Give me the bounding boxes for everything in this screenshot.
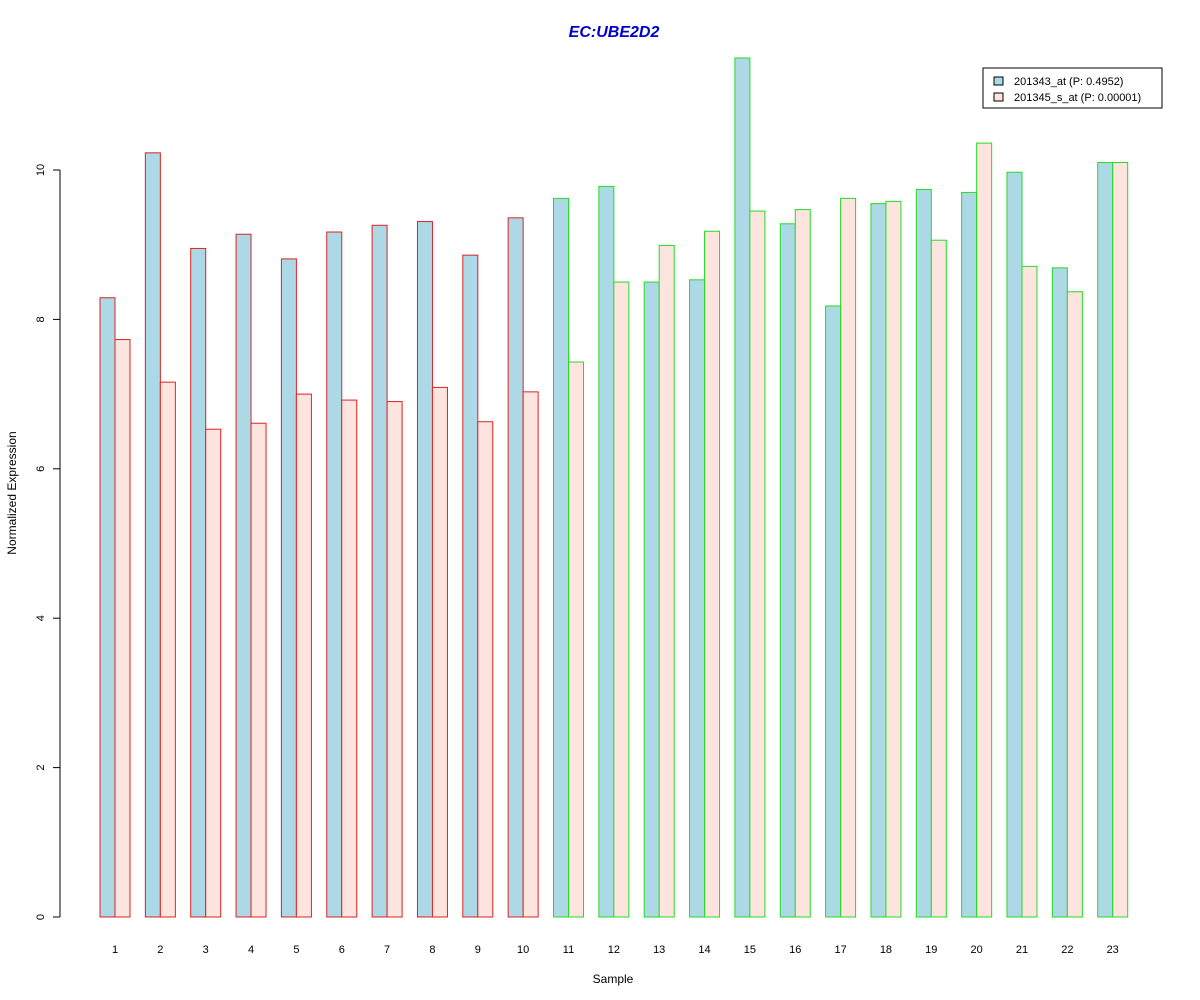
x-tick-label: 7 <box>384 944 390 956</box>
x-tick-label: 15 <box>744 944 756 956</box>
bar-series-1-15 <box>734 57 751 918</box>
bar-series-1-11 <box>553 197 569 918</box>
x-tick-label: 6 <box>339 944 345 956</box>
bar-series-2-13 <box>658 244 675 918</box>
chart-title: EC:UBE2D2 <box>569 24 660 41</box>
bars-group <box>99 57 1129 918</box>
bar-series-1-6 <box>326 231 343 918</box>
x-tick-label: 22 <box>1061 944 1073 956</box>
bar-series-1-18 <box>870 203 887 918</box>
bar-series-1-7 <box>371 224 388 918</box>
bar-series-2-3 <box>205 428 222 918</box>
bar-series-2-1 <box>114 339 131 918</box>
bar-series-1-16 <box>779 223 796 918</box>
bar-series-2-6 <box>341 399 358 918</box>
x-tick-label: 21 <box>1016 944 1028 956</box>
bar-series-1-8 <box>416 221 433 918</box>
bar-series-1-20 <box>961 191 978 918</box>
x-tick-label: 18 <box>880 944 892 956</box>
x-tick-label: 2 <box>157 944 163 956</box>
bar-series-1-23 <box>1097 162 1114 918</box>
legend-entry: 201345_s_at (P: 0.00001) <box>1014 92 1141 104</box>
legend: 201343_at (P: 0.4952) 201345_s_at (P: 0.0… <box>982 67 1163 109</box>
bar-series-1-17 <box>825 305 842 918</box>
bar-series-2-8 <box>431 386 448 918</box>
x-tick-label: 23 <box>1107 944 1119 956</box>
x-tick-label: 5 <box>293 944 299 956</box>
bar-series-1-2 <box>144 152 161 918</box>
bar-series-2-20 <box>976 142 993 918</box>
bar-series-1-22 <box>1051 267 1068 918</box>
bar-series-1-10 <box>507 217 524 918</box>
y-tick-label: 8 <box>35 316 47 322</box>
bar-series-1-14 <box>689 279 706 918</box>
x-tick-label: 11 <box>563 944 574 956</box>
bar-series-2-15 <box>749 210 766 918</box>
bar-series-2-5 <box>295 393 312 918</box>
x-tick-label: 13 <box>653 944 665 956</box>
x-tick-labels: 1 2 3 4 5 6 7 8 9 10 11 12 13 14 15 16 17 18 19 20 21 22 23 <box>112 944 1119 956</box>
bar-series-1-19 <box>915 188 932 918</box>
bar-series-2-22 <box>1066 291 1083 918</box>
x-tick-label: 8 <box>429 944 435 956</box>
x-tick-label: 10 <box>517 944 529 956</box>
bar-series-2-4 <box>250 422 267 918</box>
x-tick-label: 17 <box>834 944 846 956</box>
x-tick-label: 3 <box>203 944 209 956</box>
legend-entry: 201343_at (P: 0.4952) <box>1014 76 1123 88</box>
bar-series-2-19 <box>930 239 947 918</box>
x-tick-label: 12 <box>608 944 620 956</box>
bar-series-2-18 <box>885 200 902 918</box>
bar-series-2-7 <box>386 401 403 918</box>
bar-series-2-17 <box>840 197 857 918</box>
y-axis-label: Normalized Expression <box>5 431 19 554</box>
x-tick-label: 1 <box>112 944 118 956</box>
bar-series-2-11 <box>568 361 584 918</box>
x-tick-label: 4 <box>248 944 254 956</box>
x-tick-label: 19 <box>925 944 937 956</box>
bar-series-2-10 <box>522 391 539 918</box>
bar-series-2-2 <box>159 381 176 918</box>
bar-series-1-5 <box>280 258 297 918</box>
bar-series-1-1 <box>99 297 116 918</box>
bar-series-1-4 <box>235 233 252 918</box>
bar-series-2-16 <box>794 209 811 918</box>
x-axis-label: Sample <box>593 972 634 986</box>
y-tick-label: 4 <box>35 615 47 621</box>
x-tick-label: 20 <box>971 944 983 956</box>
bar-series-1-13 <box>643 281 660 918</box>
bar-series-2-23 <box>1112 162 1129 918</box>
x-tick-label: 9 <box>475 944 481 956</box>
bar-series-1-9 <box>462 254 479 918</box>
legend-swatch <box>993 92 1004 102</box>
bar-series-1-3 <box>190 247 207 918</box>
legend-swatch <box>993 76 1004 86</box>
y-tick-label: 0 <box>35 914 47 920</box>
bar-series-2-12 <box>613 281 630 918</box>
x-tick-label: 14 <box>698 944 710 956</box>
legend-box <box>982 67 1163 109</box>
y-tick-label: 6 <box>35 466 47 472</box>
bar-series-2-9 <box>477 421 494 918</box>
x-tick-label: 16 <box>789 944 801 956</box>
bar-series-1-21 <box>1006 171 1023 918</box>
bar-series-2-14 <box>704 230 721 918</box>
y-axis: 0 2 4 6 8 10 <box>35 164 61 920</box>
y-tick-label: 2 <box>35 765 47 771</box>
bar-series-2-21 <box>1021 265 1038 918</box>
bar-series-1-12 <box>598 185 615 918</box>
y-tick-label: 10 <box>35 164 47 176</box>
